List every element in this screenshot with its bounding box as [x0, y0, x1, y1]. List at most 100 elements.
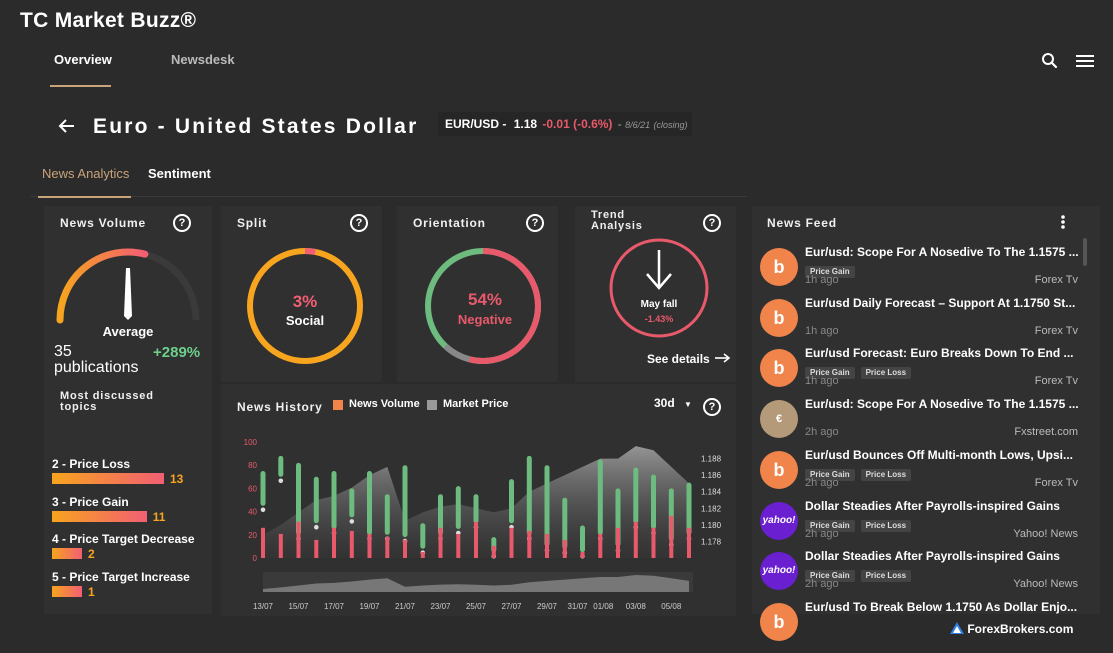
topic-count: 11: [152, 509, 166, 524]
legend-price-swatch: [427, 400, 437, 410]
trend-title-line2: Analysis: [591, 220, 643, 232]
orientation-percent: 54%: [467, 290, 503, 309]
source-logo-icon: b: [760, 450, 798, 489]
news-headline[interactable]: Dollar Steadies After Payrolls-inspired …: [805, 549, 1060, 564]
news-headline[interactable]: Eur/usd: Scope For A Nosedive To The 1.1…: [805, 397, 1079, 412]
volume-bar: [420, 552, 425, 558]
split-ring: [247, 248, 363, 364]
volume-bar: [527, 530, 532, 558]
hamburger-menu-icon[interactable]: [1075, 53, 1095, 69]
x-tick-label: 23/07: [430, 602, 451, 611]
news-feed-item[interactable]: b Eur/usd Bounces Off Multi-month Lows, U…: [757, 448, 1092, 499]
quote-date: 8/6/21: [625, 120, 651, 130]
help-icon[interactable]: ?: [350, 214, 368, 232]
volume-bar: [598, 533, 603, 558]
tab-newsdesk[interactable]: Newsdesk: [171, 52, 235, 67]
app-title: TC Market Buzz®: [20, 9, 197, 32]
topic-count: 1: [88, 584, 95, 599]
y-left-tick-label: 40: [248, 508, 257, 517]
kebab-menu-icon[interactable]: [1060, 214, 1066, 230]
topic-count: 13: [170, 472, 184, 486]
publication-count: 35: [54, 343, 72, 360]
news-history-chart: 0 20 40 60 80 100 1.178 1.180 1.182 1.184 1.186 1.1…: [244, 438, 722, 611]
news-headline[interactable]: Eur/usd Daily Forecast – Support At 1.17…: [805, 295, 1076, 310]
price-candle: [296, 462, 301, 535]
news-feed-item[interactable]: yahoo! Dollar Steadies After Payrolls-ins…: [757, 499, 1092, 550]
orientation-label: Negative: [457, 312, 513, 327]
news-headline[interactable]: Eur/usd: Scope For A Nosedive To The 1.1…: [805, 245, 1079, 259]
trend-ring: [609, 238, 709, 338]
active-subtab-indicator: [38, 196, 131, 198]
trend-value: -1.43%: [644, 314, 674, 324]
news-feed-item[interactable]: € Eur/usd: Scope For A Nosedive To The 1.…: [757, 397, 1092, 448]
tab-news-analytics[interactable]: News Analytics: [42, 166, 130, 181]
news-tag: Price Gain: [805, 519, 855, 532]
news-headline[interactable]: Eur/usd Bounces Off Multi-month Lows, Up…: [805, 447, 1073, 462]
x-tick-label: 15/07: [288, 602, 309, 611]
news-source: Forex Tv: [1034, 274, 1078, 286]
news-source: Yahoo! News: [1013, 527, 1078, 540]
search-icon[interactable]: [1041, 52, 1059, 70]
tab-overview[interactable]: Overview: [54, 52, 112, 67]
news-history-title: News History: [237, 400, 323, 414]
volume-bar: [278, 533, 283, 558]
news-feed-item[interactable]: b Eur/usd To Break Below 1.1750 As Dollar…: [757, 600, 1092, 651]
trend-label: May fall: [640, 299, 678, 310]
price-candle: [402, 465, 408, 538]
x-tick-label: 13/07: [253, 602, 274, 611]
price-candle: [526, 455, 532, 535]
symbol-label: EUR/USD -: [445, 117, 507, 131]
forexbrokers-logo-icon: [950, 622, 964, 634]
price-candle: [651, 474, 656, 529]
help-icon[interactable]: ?: [173, 214, 191, 232]
price-marker: [349, 519, 355, 524]
volume-bar: [545, 533, 549, 558]
news-feed-item[interactable]: b Eur/usd Forecast: Euro Breaks Down To E…: [757, 346, 1092, 397]
help-icon[interactable]: ?: [526, 214, 544, 232]
price-change: -0.01 (-0.6%): [542, 117, 613, 131]
news-source: Forex Tv: [1034, 324, 1078, 337]
help-icon[interactable]: ?: [703, 214, 721, 232]
see-details-link[interactable]: See details: [647, 352, 731, 366]
x-tick-label: 01/08: [593, 602, 614, 611]
source-logo-icon: €: [760, 400, 798, 439]
topics-title-line1: Most discussed: [60, 390, 154, 402]
news-headline[interactable]: Dollar Steadies After Payrolls-inspired …: [805, 498, 1060, 513]
x-tick-label: 17/07: [324, 602, 345, 611]
source-logo-icon: b: [760, 248, 798, 286]
news-tags: Price Gain Price Loss: [805, 565, 917, 583]
y-right-tick-label: 1.184: [701, 488, 722, 497]
range-select[interactable]: 30d ▼: [654, 396, 692, 410]
price-candle: [331, 471, 337, 529]
price-candle: [349, 488, 355, 518]
feed-scrollbar[interactable]: [1083, 238, 1087, 266]
news-headline[interactable]: Eur/usd Forecast: Euro Breaks Down To En…: [805, 346, 1074, 361]
news-headline[interactable]: Eur/usd To Break Below 1.1750 As Dollar …: [805, 599, 1078, 614]
active-tab-indicator: [50, 85, 111, 87]
volume-bar: [651, 527, 656, 558]
price-candle: [509, 479, 514, 524]
news-tags: Price Gain Price Loss: [805, 515, 917, 532]
back-arrow-icon[interactable]: [58, 118, 76, 134]
news-feed-item[interactable]: b Eur/usd Daily Forecast – Support At 1.1…: [757, 296, 1092, 347]
price-candle: [367, 471, 372, 535]
news-feed-title: News Feed: [767, 216, 837, 230]
price-candle: [455, 486, 461, 529]
price-candle: [597, 459, 603, 535]
price-candle: [278, 455, 284, 477]
price-candle: [633, 467, 639, 524]
tab-sentiment[interactable]: Sentiment: [148, 166, 211, 181]
price-candle: [473, 494, 479, 524]
news-tag: Price Gain: [805, 570, 855, 583]
price-value: 1.18: [513, 117, 538, 131]
x-tick-label: 03/08: [626, 602, 647, 611]
help-icon[interactable]: ?: [703, 398, 721, 416]
price-candle: [686, 482, 692, 535]
news-feed-item[interactable]: b Eur/usd: Scope For A Nosedive To The 1.…: [757, 245, 1092, 296]
volume-bar: [633, 521, 638, 558]
y-left-tick-label: 0: [253, 554, 258, 563]
news-feed-item[interactable]: yahoo! Dollar Steadies After Payrolls-ins…: [757, 549, 1092, 600]
volume-bar: [403, 539, 407, 558]
price-candle: [562, 497, 568, 549]
news-tags: Price Gain: [805, 261, 861, 278]
